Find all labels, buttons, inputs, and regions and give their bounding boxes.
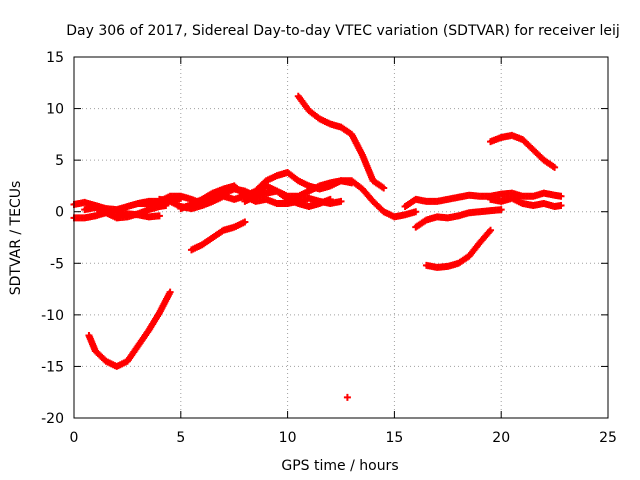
data-point [155,212,163,220]
data-point [337,197,345,205]
y-axis-label: SDTVAR / TECUs [8,181,24,296]
data-point [348,179,356,187]
y-tick-label: -5 [50,256,64,272]
x-tick-label: 15 [385,430,403,446]
data-point [497,206,505,214]
series-arc-6 [155,169,356,213]
data-point [326,195,334,203]
data-point [166,288,174,296]
series-arc-14 [422,226,495,271]
plot-frame [73,56,609,419]
axis-ticks: 0 5 10 15 20 25 -20 -15 -10 -5 0 5 10 15 [41,50,617,446]
y-tick-label: 0 [55,205,64,221]
x-tick-label: 5 [176,430,185,446]
data-series [70,92,565,401]
series-arc-8 [241,182,334,211]
y-tick-label: -15 [41,359,64,375]
series-arc-11 [401,189,565,211]
data-point [380,184,388,192]
grid-lines [74,57,608,418]
series-arc-12 [487,194,565,211]
data-point [557,202,565,210]
series-arc-13 [412,206,505,231]
series-arc-15 [487,131,559,171]
y-tick-label: -20 [41,411,64,427]
data-point [241,218,249,226]
data-point [487,226,495,234]
data-point [412,208,420,216]
series-arc-4 [85,288,174,370]
series-outlier [343,393,351,401]
x-tick-label: 25 [599,430,617,446]
data-point [343,393,351,401]
series-arc-9 [187,218,249,254]
y-tick-label: 5 [55,153,64,169]
y-tick-label: 10 [46,102,64,118]
series-arc-10 [294,92,388,192]
y-tick-label: -10 [41,308,64,324]
y-tick-label: 15 [46,50,64,66]
x-tick-label: 0 [70,430,79,446]
data-point [551,163,559,171]
x-axis-label: GPS time / hours [281,458,398,474]
chart-title: Day 306 of 2017, Sidereal Day-to-day VTE… [66,23,620,39]
series-arc-3 [81,202,170,222]
x-tick-label: 20 [492,430,510,446]
x-tick-label: 10 [279,430,297,446]
data-point [557,192,565,200]
